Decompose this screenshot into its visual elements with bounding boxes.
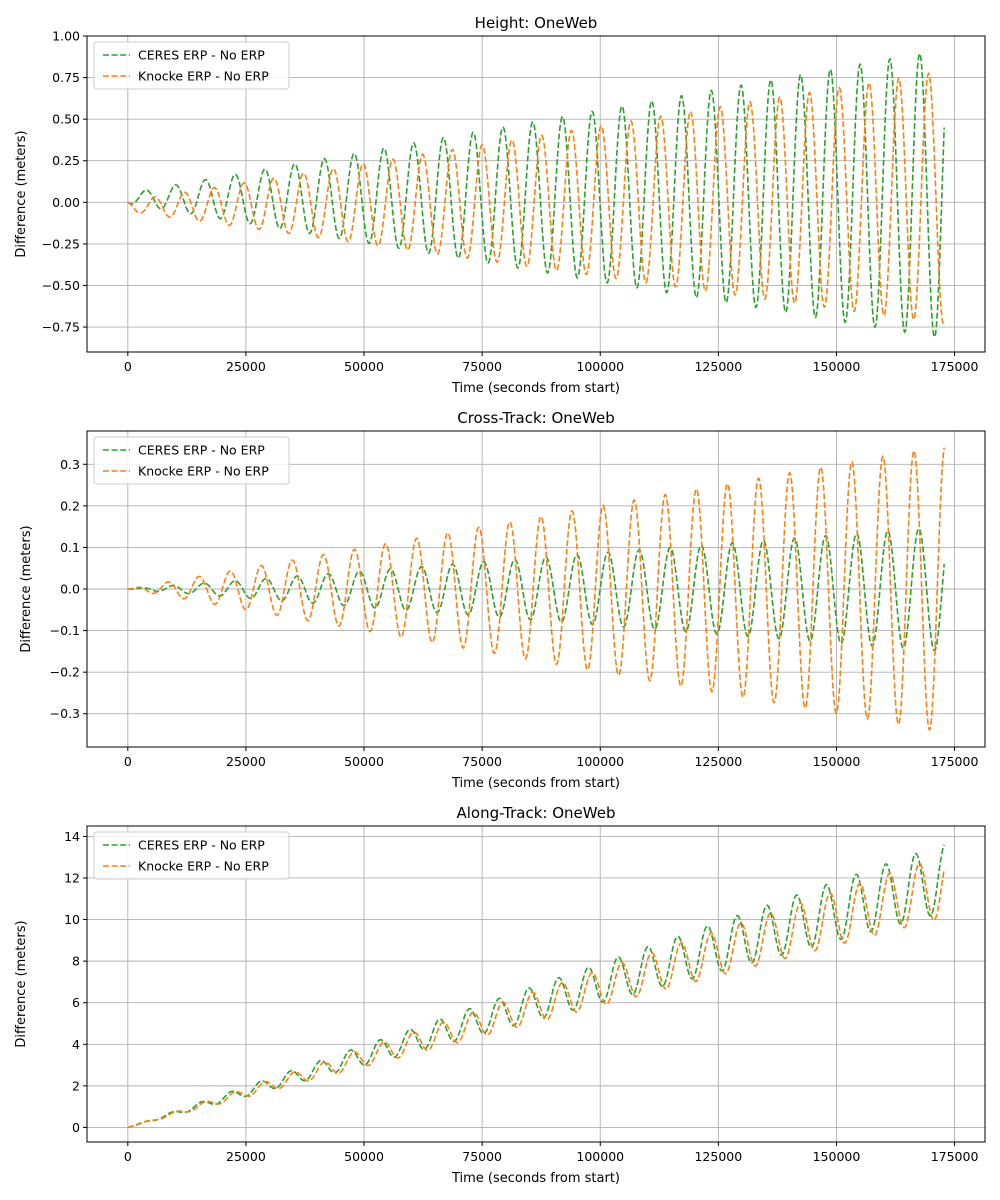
legend-box bbox=[93, 41, 290, 90]
y-tick-label: −0.1 bbox=[50, 623, 80, 638]
y-tick-label: 2 bbox=[72, 1078, 80, 1093]
x-tick-label: 125000 bbox=[694, 359, 742, 374]
series-line-ceres bbox=[127, 52, 945, 338]
x-tick-label: 0 bbox=[124, 359, 132, 374]
legend-entry: CERES ERP - No ERP bbox=[138, 838, 265, 853]
x-tick-label: 150000 bbox=[813, 754, 861, 769]
chart-panel-0: 0 25000 50000 75000 100000 125000 150000 175000… bbox=[14, 14, 986, 396]
legend-entry: Knocke ERP - No ERP bbox=[138, 69, 269, 84]
legend-box bbox=[93, 831, 290, 880]
series-line-knocke bbox=[127, 862, 945, 1129]
x-tick-label: 175000 bbox=[931, 754, 979, 769]
y-tick-label: −0.25 bbox=[42, 236, 80, 251]
chart-panel-2: 0 25000 50000 75000 100000 125000 150000 175000… bbox=[14, 804, 986, 1186]
chart-title: Height: OneWeb bbox=[475, 14, 598, 32]
chart-title: Along-Track: OneWeb bbox=[457, 804, 616, 822]
x-tick-label: 50000 bbox=[344, 359, 384, 374]
y-tick-label: −0.50 bbox=[42, 278, 80, 293]
x-axis-label: Time (seconds from start) bbox=[451, 776, 620, 791]
axes-frame bbox=[86, 825, 986, 1143]
axes-frame bbox=[86, 35, 986, 353]
series-line-knocke bbox=[127, 447, 945, 732]
y-tick-label: 0.00 bbox=[52, 195, 80, 210]
x-tick-label: 50000 bbox=[344, 1149, 384, 1164]
y-tick-label: 1.00 bbox=[52, 29, 80, 44]
x-tick-label: 175000 bbox=[931, 359, 979, 374]
y-tick-label: 8 bbox=[72, 954, 80, 969]
y-tick-label: 6 bbox=[72, 995, 80, 1010]
y-tick-label: 0.0 bbox=[60, 582, 80, 597]
legend: CERES ERP - No ERP Knocke ERP - No ERP bbox=[93, 436, 290, 485]
x-tick-label: 150000 bbox=[813, 359, 861, 374]
x-tick-label: 25000 bbox=[226, 359, 266, 374]
legend-entry: CERES ERP - No ERP bbox=[138, 48, 265, 63]
legend-entry: CERES ERP - No ERP bbox=[138, 443, 265, 458]
y-tick-label: 0.3 bbox=[60, 457, 80, 472]
x-tick-label: 175000 bbox=[931, 1149, 979, 1164]
chart-panel-1: 0 25000 50000 75000 100000 125000 150000 175000… bbox=[19, 409, 986, 791]
legend-entry: Knocke ERP - No ERP bbox=[138, 464, 269, 479]
y-axis-label: Difference (meters) bbox=[14, 130, 29, 257]
series-line-ceres bbox=[127, 844, 945, 1129]
y-tick-label: −0.75 bbox=[42, 320, 80, 335]
y-tick-label: −0.2 bbox=[50, 665, 80, 680]
y-axis-label: Difference (meters) bbox=[14, 920, 29, 1047]
legend-box bbox=[93, 436, 290, 485]
x-tick-label: 100000 bbox=[576, 754, 624, 769]
legend: CERES ERP - No ERP Knocke ERP - No ERP bbox=[93, 831, 290, 880]
x-tick-label: 75000 bbox=[462, 754, 502, 769]
series-line-knocke bbox=[127, 72, 945, 325]
series-line-ceres bbox=[127, 527, 945, 652]
y-tick-label: 10 bbox=[64, 912, 80, 927]
x-axis-label: Time (seconds from start) bbox=[451, 1171, 620, 1186]
x-tick-label: 75000 bbox=[462, 1149, 502, 1164]
y-tick-label: 4 bbox=[72, 1037, 80, 1052]
legend-entry: Knocke ERP - No ERP bbox=[138, 859, 269, 874]
x-tick-label: 75000 bbox=[462, 359, 502, 374]
x-tick-label: 125000 bbox=[694, 754, 742, 769]
y-tick-label: 0 bbox=[72, 1120, 80, 1135]
y-tick-label: 0.2 bbox=[60, 498, 80, 513]
y-tick-label: 0.75 bbox=[52, 70, 80, 85]
x-tick-label: 0 bbox=[124, 1149, 132, 1164]
chart-title: Cross-Track: OneWeb bbox=[457, 409, 614, 427]
x-tick-label: 0 bbox=[124, 754, 132, 769]
x-axis-label: Time (seconds from start) bbox=[451, 381, 620, 396]
x-tick-label: 100000 bbox=[576, 359, 624, 374]
x-tick-label: 100000 bbox=[576, 1149, 624, 1164]
y-tick-label: 0.25 bbox=[52, 153, 80, 168]
x-tick-label: 125000 bbox=[694, 1149, 742, 1164]
y-tick-label: 0.50 bbox=[52, 112, 80, 127]
y-tick-label: 14 bbox=[64, 829, 80, 844]
x-tick-label: 150000 bbox=[813, 1149, 861, 1164]
x-tick-label: 25000 bbox=[226, 1149, 266, 1164]
x-tick-label: 25000 bbox=[226, 754, 266, 769]
legend: CERES ERP - No ERP Knocke ERP - No ERP bbox=[93, 41, 290, 90]
y-tick-label: 12 bbox=[64, 870, 80, 885]
y-axis-label: Difference (meters) bbox=[19, 525, 34, 652]
y-tick-label: −0.3 bbox=[50, 706, 80, 721]
y-tick-label: 0.1 bbox=[60, 540, 80, 555]
x-tick-label: 50000 bbox=[344, 754, 384, 769]
